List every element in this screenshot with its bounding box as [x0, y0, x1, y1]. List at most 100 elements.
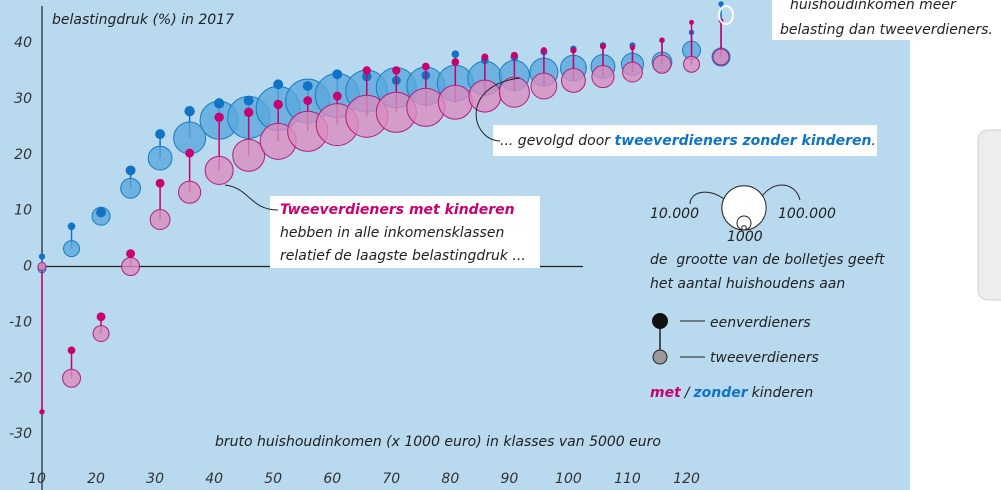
legend-label: eenverdieners	[710, 315, 811, 331]
x-tick-label: 70	[382, 471, 400, 487]
y-tick-label: 40	[14, 35, 32, 51]
dot	[38, 253, 46, 260]
dot	[96, 312, 106, 322]
annotation: huishoudinkomen meer	[790, 0, 957, 13]
legend-arrow	[759, 184, 801, 201]
bubble	[92, 325, 110, 343]
legend-text: zonder	[693, 385, 749, 401]
dot	[481, 53, 489, 61]
dot	[243, 107, 254, 117]
bubble	[121, 257, 141, 277]
bubble	[37, 261, 47, 272]
leader	[224, 184, 279, 211]
y-tick-label: -10	[9, 314, 32, 330]
bubble	[149, 209, 171, 230]
legend-text: /	[683, 385, 691, 401]
size-label: 1000	[727, 229, 763, 245]
dot	[510, 51, 518, 59]
dot	[332, 69, 343, 80]
dot	[392, 66, 401, 75]
bubble	[561, 68, 586, 93]
x-tick-label: 20	[87, 471, 105, 487]
annotation: Tweeverdieners met kinderen	[280, 202, 515, 218]
leader	[475, 77, 521, 142]
dot	[184, 105, 195, 117]
dot	[659, 37, 665, 43]
dot	[303, 96, 313, 105]
dot	[302, 81, 313, 91]
bubble	[178, 180, 202, 204]
legend-label: tweeverdieners	[710, 350, 819, 366]
bubble	[591, 64, 615, 89]
y-tick-label: 10	[14, 203, 32, 219]
annotation-box	[270, 196, 540, 268]
legend-text: kinderen	[752, 385, 814, 401]
annotation: relatief de laagste belastingdruk ...	[280, 248, 526, 264]
bubble	[437, 84, 473, 120]
highlight	[718, 5, 734, 25]
dot	[273, 99, 283, 110]
y-tick-label: -20	[9, 370, 32, 386]
bubble	[120, 177, 141, 199]
x-tick-label: 60	[323, 471, 341, 487]
dot	[96, 207, 106, 218]
y-tick-label: -30	[9, 426, 32, 442]
dot	[67, 222, 76, 231]
legend-note: het aantal huishoudens aan	[650, 276, 845, 292]
y-tick-label: 0	[23, 259, 32, 275]
dot	[155, 178, 165, 188]
dot	[126, 249, 135, 259]
x-tick-label: 10	[28, 471, 46, 487]
legend-text: met	[650, 385, 682, 401]
x-tick-label: 100	[555, 471, 582, 487]
annotation-box	[772, 0, 1001, 40]
x-tick-label: 80	[441, 471, 459, 487]
annotation-text: .	[872, 133, 876, 149]
x-tick-label: 30	[146, 471, 164, 487]
bubble	[498, 76, 530, 108]
dot	[599, 43, 606, 50]
x-tick-label: 120	[673, 471, 700, 487]
x-tick-label: 40	[205, 471, 223, 487]
bubble	[204, 155, 234, 185]
dot	[125, 165, 136, 176]
bubble	[62, 368, 82, 388]
dot	[629, 44, 636, 51]
bubble	[622, 61, 643, 83]
dot	[689, 19, 694, 25]
y-tick-label: 20	[14, 147, 32, 163]
marks	[37, 1, 731, 415]
y-axis-label: belastingdruk (%) in 2017	[52, 12, 234, 28]
bubble	[232, 138, 266, 172]
dot	[540, 47, 548, 54]
legend-bubble	[652, 349, 668, 365]
size-label: 10.000	[650, 206, 699, 222]
x-tick-label: 110	[614, 471, 641, 487]
size-label: 100.000	[778, 206, 836, 222]
side-panel	[977, 129, 1001, 301]
x-tick-label: 50	[264, 471, 282, 487]
annotation: hebben in alle inkomensklassen	[280, 225, 504, 241]
dot	[155, 129, 166, 140]
bubble	[530, 72, 558, 100]
dot	[185, 148, 195, 158]
dot	[214, 112, 224, 123]
legend-label: met / zonder kinderen	[650, 385, 813, 401]
y-tick-label: 30	[14, 91, 32, 107]
bubble	[712, 48, 730, 66]
legend: 10.000 1000 100.000 de grootte van de bo…	[650, 184, 885, 401]
bubble	[652, 54, 672, 74]
dot	[67, 346, 76, 355]
annotation-text: ... gevolgd door	[500, 133, 615, 149]
dot	[362, 66, 371, 75]
dot	[451, 58, 460, 66]
dot	[39, 409, 45, 415]
annotation: ... gevolgd door tweeverdieners zonder k…	[500, 133, 876, 149]
dot	[451, 50, 460, 59]
size-circle	[741, 225, 747, 231]
dot	[243, 95, 254, 106]
annotation: belasting dan tweeverdieners.	[780, 22, 993, 38]
dot	[421, 62, 430, 71]
dot	[213, 98, 225, 109]
legend-dot	[652, 313, 668, 329]
